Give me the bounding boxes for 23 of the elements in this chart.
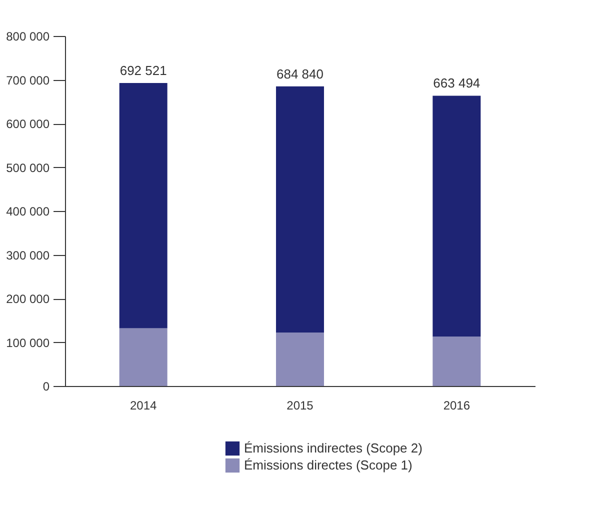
legend-label: Émissions indirectes (Scope 2): [244, 440, 422, 456]
y-tick-label: 200 000: [6, 292, 50, 306]
legend-label: Émissions directes (Scope 1): [244, 458, 412, 472]
y-tick-label: 0: [42, 380, 50, 394]
x-tick-label: 2016: [443, 398, 470, 412]
bar: [432, 336, 481, 386]
bar: [119, 83, 168, 328]
bar: [276, 86, 324, 333]
y-tick-label: 800 000: [6, 30, 50, 44]
bar: [432, 96, 481, 337]
total-label: 684 840: [276, 66, 324, 82]
y-tick-label: 500 000: [6, 160, 50, 175]
y-tick-label: 700 000: [6, 73, 50, 88]
y-tick-label: 400 000: [6, 204, 50, 218]
x-tick-label: 2014: [130, 398, 158, 412]
bar: [276, 332, 324, 386]
total-label: 692 521: [120, 63, 167, 78]
y-tick-label: 600 000: [6, 117, 50, 131]
x-tick-label: 2015: [286, 398, 314, 412]
y-tick-label: 300 000: [6, 248, 50, 262]
bar: [119, 328, 168, 386]
total-label: 663 494: [433, 76, 480, 91]
y-tick-label: 100 000: [6, 336, 50, 350]
